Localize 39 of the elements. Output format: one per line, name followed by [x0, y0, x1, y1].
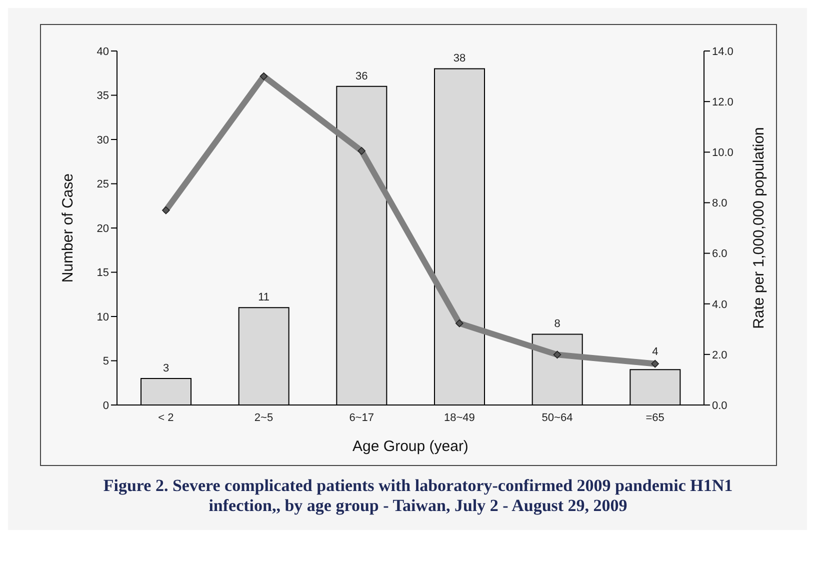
y-axis-title: Number of Case — [59, 173, 76, 283]
point — [358, 146, 366, 155]
x-axis-title: Age Group (year) — [352, 438, 468, 455]
y-tick-label: 10 — [96, 311, 109, 324]
point — [651, 360, 659, 368]
y2-tick-label: 6.0 — [712, 248, 728, 260]
x-tick-label: < 2 — [158, 412, 174, 424]
y2-axis-title: Rate per 1,000,000 population — [750, 127, 768, 329]
y-tick-label: 15 — [96, 267, 109, 280]
y2-tick-label: 10.0 — [712, 147, 734, 160]
x-tick-label: 2~5 — [254, 412, 274, 424]
data-label: 3 — [162, 362, 170, 374]
y2-tick-label: 8.0 — [712, 198, 728, 210]
x-tick-label: =65 — [646, 412, 664, 424]
text: Figure 2. Severe complicated patients with laboratory-confirmed 2009 pandemic H1N1 infection,, by age group - Taiwan, July 2 - August 29, 2009 — [102, 476, 734, 516]
y2-tick-label: 4.0 — [712, 298, 728, 311]
y2-tick-label: 2.0 — [712, 349, 728, 362]
point — [260, 72, 268, 80]
x-tick-label: 18~49 — [444, 412, 475, 424]
data-label: 11 — [258, 292, 270, 304]
x-tick-label: 6~17 — [349, 412, 374, 424]
x-tick-label: 50~64 — [542, 412, 573, 424]
y-tick-label: 20 — [96, 222, 109, 235]
data-label: 38 — [453, 52, 466, 65]
y-tick-label: 25 — [96, 178, 109, 191]
data-label: 8 — [554, 318, 560, 330]
data-label: 4 — [652, 346, 658, 358]
y2-tick-label: 14.0 — [712, 46, 734, 58]
y-tick-label: 5 — [102, 356, 109, 368]
point — [162, 206, 170, 214]
y-tick-label: 35 — [96, 90, 109, 102]
point — [553, 350, 562, 359]
y-tick-label: 0 — [102, 400, 109, 412]
y-tick-label: 30 — [96, 134, 109, 146]
y2-tick-label: 0.0 — [712, 400, 728, 412]
point — [456, 319, 464, 328]
data-label: 36 — [356, 70, 368, 82]
y2-tick-label: 12.0 — [712, 96, 734, 108]
y-tick-label: 40 — [96, 46, 109, 58]
